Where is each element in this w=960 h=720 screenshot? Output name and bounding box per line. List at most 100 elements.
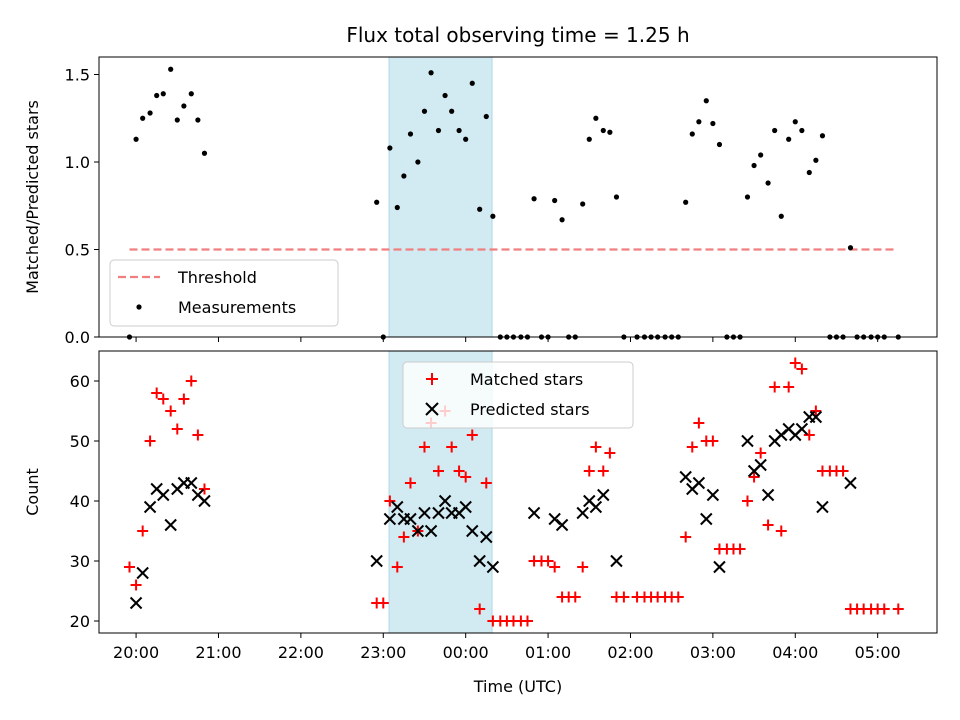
measurement-point (799, 127, 805, 134)
matched-stars-point (137, 525, 149, 537)
measurement-point (772, 127, 778, 134)
bottom-y-tick-label: 50 (70, 432, 90, 451)
measurement-point (580, 201, 586, 207)
matched-stars-point (583, 465, 595, 477)
predicted-stars-point-b (713, 560, 726, 574)
top-y-tick-label: 1.5 (65, 66, 90, 85)
top-series-1 (126, 66, 901, 340)
measurement-point (154, 92, 160, 99)
predicted-stars-point-b (795, 422, 809, 436)
predicted-stars-point (775, 428, 788, 442)
matched-stars-point (377, 597, 389, 609)
predicted-stars-legend-swatch (425, 402, 439, 416)
matched-stars-point (741, 495, 753, 507)
matched-stars-point (769, 381, 781, 393)
matched-stars-point (892, 603, 904, 615)
predicted-stars-point-b (809, 410, 823, 424)
top-y-axis-label: Matched/Predicted stars (23, 100, 42, 294)
measurement-point (195, 117, 201, 123)
measurement-point (147, 110, 153, 116)
predicted-stars-point (741, 434, 754, 448)
matched-stars-point (192, 429, 204, 441)
predicted-stars-point (136, 566, 149, 580)
predicted-stars-point (706, 488, 720, 502)
matched-stars-point (796, 363, 808, 375)
measurement-point (477, 206, 483, 212)
matched-stars-point (404, 477, 416, 489)
top-axes-frame (98, 56, 938, 338)
matched-stars-point (707, 435, 719, 447)
matched-stars-point (398, 531, 410, 543)
measurement-point (751, 162, 757, 169)
predicted-stars-point-b (383, 512, 397, 526)
matched-stars-point (680, 531, 692, 543)
predicted-stars-point (391, 500, 404, 514)
predicted-stars-point (795, 422, 809, 436)
measurement-point (421, 108, 428, 114)
bottom-y-axis-label: Count (23, 468, 42, 516)
top-legend: Threshold Measurements (109, 259, 339, 327)
predicted-stars-point (761, 488, 775, 502)
predicted-stars-point-b (191, 488, 205, 502)
predicted-stars-point-b (432, 506, 445, 520)
measurement-point (696, 119, 702, 125)
predicted-stars-point (164, 518, 177, 532)
predicted-stars-point (555, 518, 569, 532)
matched-stars-point (597, 465, 609, 477)
measurement-point (401, 173, 407, 179)
measurement-point (428, 70, 434, 76)
predicted-stars-point (383, 512, 397, 526)
measurement-point (449, 108, 455, 114)
matched-stars-point (185, 375, 197, 387)
predicted-stars-point (418, 506, 431, 520)
predicted-stars-point-b (741, 434, 754, 448)
predicted-stars-point-b (692, 476, 706, 490)
top-y-tick-label: 1.0 (65, 153, 90, 172)
predicted-stars-point-b (700, 512, 713, 526)
measurement-point (442, 92, 448, 99)
predicted-stars-point-b (438, 494, 452, 508)
predicted-stars-point (438, 494, 452, 508)
measurement-point (710, 120, 716, 127)
matched-stars-point (672, 591, 684, 603)
predicted-stars-point-b (548, 512, 561, 526)
top-panel: 0.0 0.5 1.0 1.5 (65, 56, 938, 347)
x-tick-label: 03:00 (690, 643, 736, 662)
matched-stars-point (418, 441, 430, 453)
predicted-stars-point-b (370, 554, 383, 568)
matched-stars-point (391, 561, 403, 573)
measurement-point (201, 150, 208, 156)
predicted-stars-point (486, 560, 500, 574)
measurement-point (786, 136, 792, 142)
x-tick-label: 02:00 (607, 643, 653, 662)
measurements-legend-swatch (136, 304, 142, 310)
predicted-stars-point (816, 500, 829, 514)
measurement-point (758, 152, 764, 158)
measurement-point (552, 197, 558, 204)
matched-stars-point (604, 447, 616, 459)
matched-stars-point (693, 417, 705, 429)
matched-stars-point (775, 525, 787, 537)
predicted-stars-point-b (411, 524, 425, 538)
measurement-point (463, 136, 469, 142)
matched-stars-point (157, 393, 169, 405)
predicted-stars-point-b (157, 488, 170, 502)
matched-stars-point (734, 543, 746, 555)
matched-stars-point (686, 441, 698, 453)
bottom-y-tick-label: 20 (70, 612, 90, 631)
matched-stars-point (878, 603, 890, 615)
predicted-stars-point (466, 524, 479, 538)
measurement-point (531, 196, 537, 202)
predicted-stars-point (700, 512, 713, 526)
measurement-point (689, 131, 695, 137)
x-tick-label: 20:00 (113, 643, 159, 662)
predicted-stars-point-b (583, 494, 596, 508)
predicted-stars-legend-label: Predicted stars (470, 400, 590, 419)
predicted-stars-point-b (164, 518, 177, 532)
measurement-point (683, 199, 689, 205)
measurement-point (813, 157, 819, 163)
predicted-stars-point-b (143, 500, 157, 514)
x-tick-label: 23:00 (360, 643, 406, 662)
matched-stars-legend-label: Matched stars (470, 370, 583, 389)
predicted-stars-point-b (136, 566, 149, 580)
